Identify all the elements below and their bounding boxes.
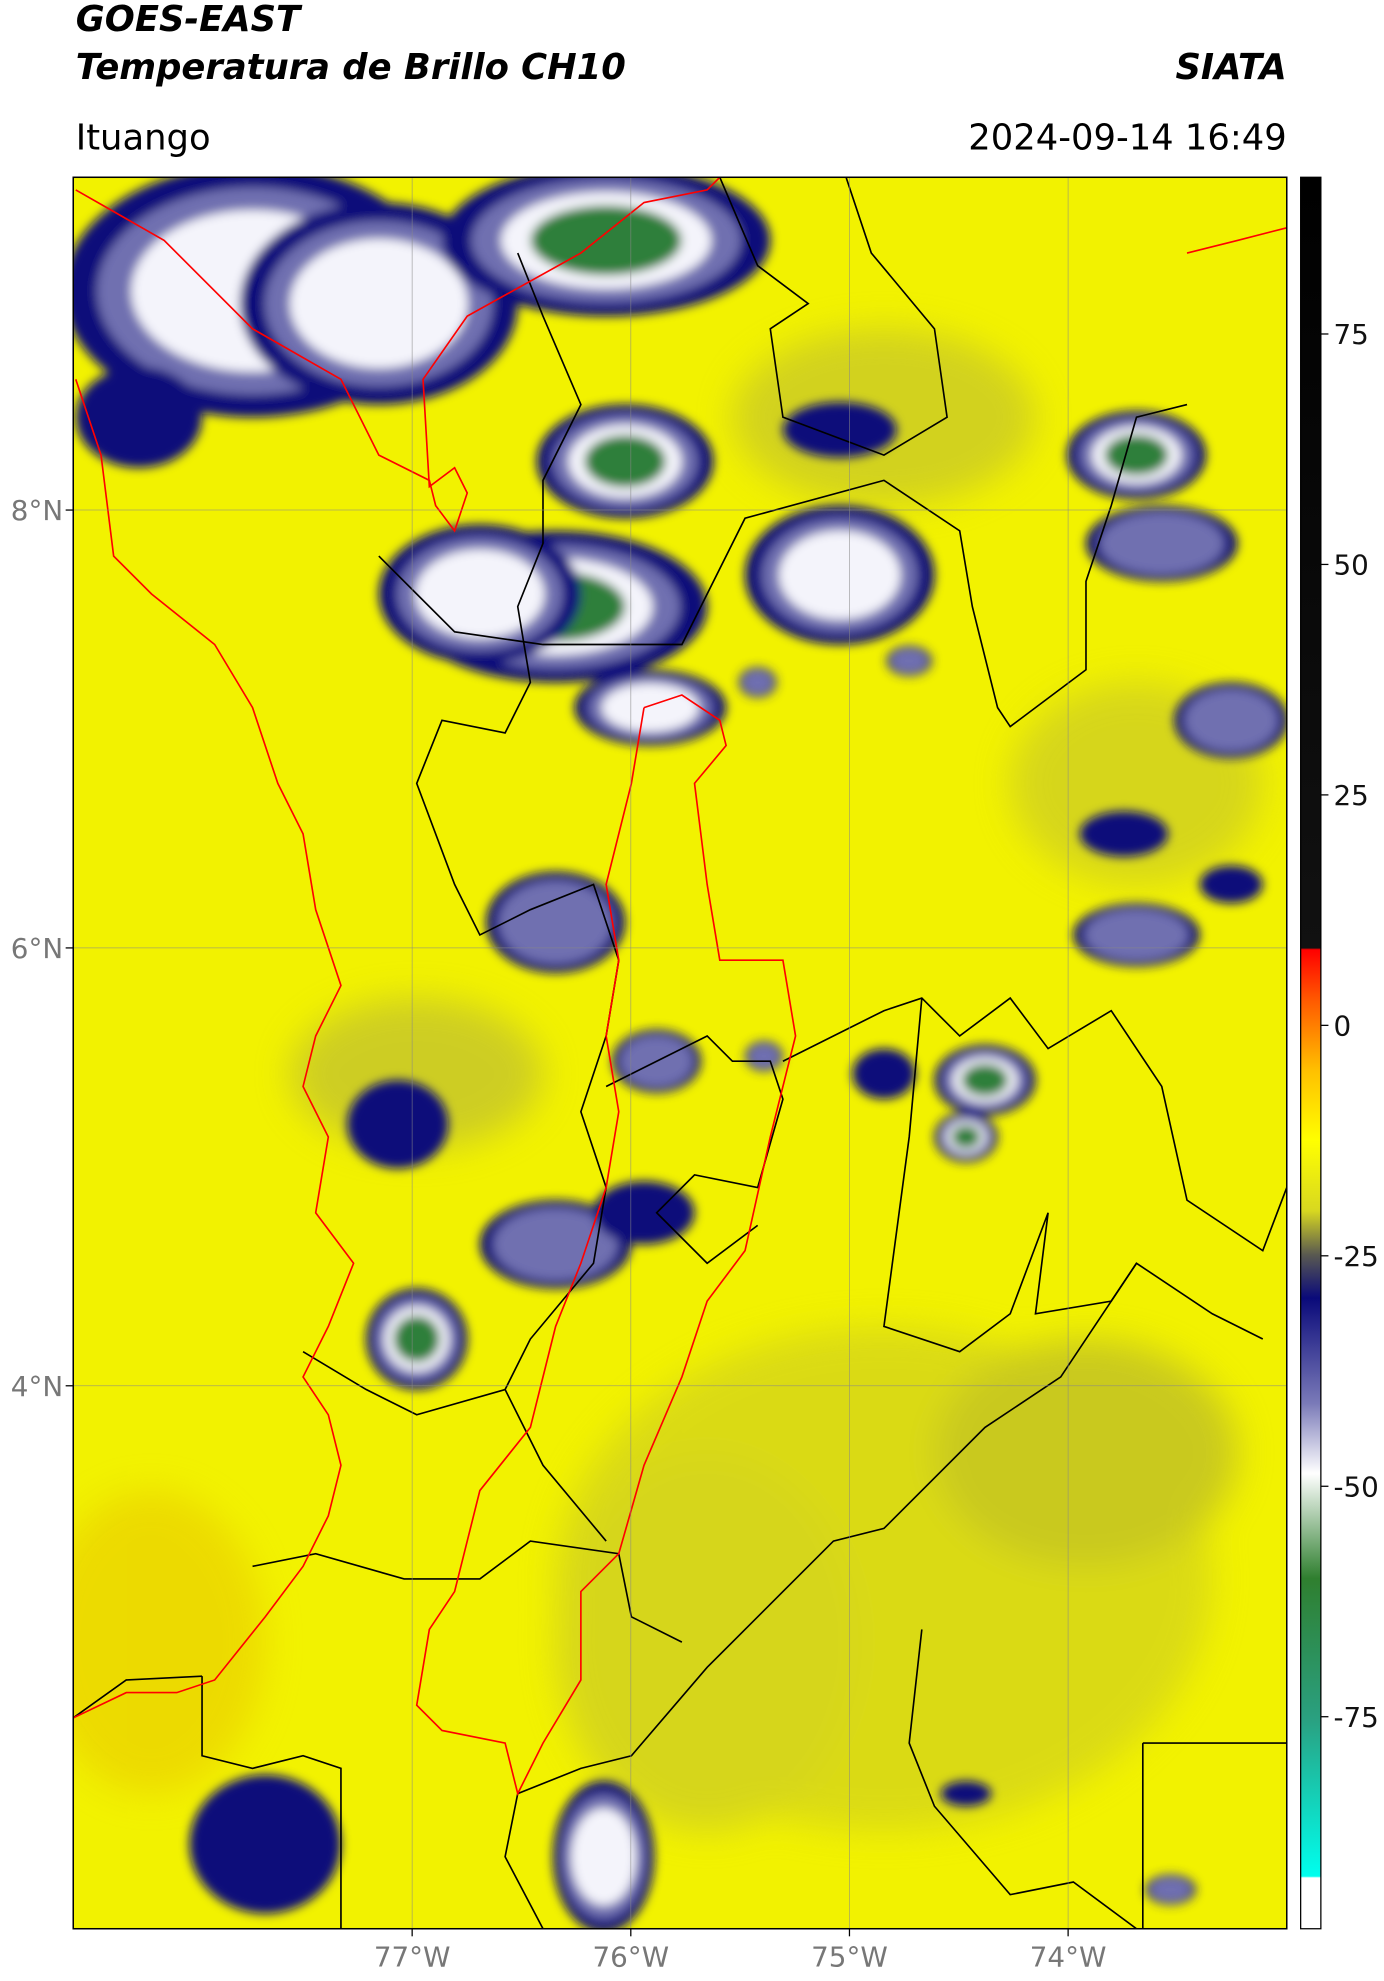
cloud [951, 1125, 981, 1149]
cloud [779, 530, 901, 620]
cloud [415, 549, 545, 639]
cloud [748, 1043, 780, 1069]
cloud [890, 648, 928, 674]
cloud [1104, 434, 1169, 476]
title-line2: Temperatura de Brillo CH10 [76, 47, 626, 88]
colorbar-tick-label: -75 [1333, 1701, 1378, 1734]
graticule [73, 177, 1287, 1929]
cloud [601, 683, 699, 732]
cloud [593, 1181, 695, 1245]
borders [73, 177, 1287, 1929]
cloud [742, 669, 774, 695]
admin-borders [73, 177, 1287, 1796]
cloud [782, 402, 897, 458]
cloud [189, 1774, 341, 1914]
timestamp: 2024-09-14 16:49 [968, 117, 1287, 158]
cloud [961, 1063, 1009, 1097]
cloud [571, 1808, 636, 1906]
source: SIATA [1175, 47, 1286, 88]
cloud [347, 1080, 449, 1169]
cloud [1079, 811, 1169, 857]
haze [73, 328, 1263, 1832]
lon-tick-label: 75°W [811, 1941, 888, 1974]
lon-tick-label: 74°W [1030, 1941, 1107, 1974]
colorbar-tick-label: 25 [1333, 779, 1368, 812]
cloud [852, 1048, 916, 1100]
colorbar-tick-label: -50 [1333, 1470, 1378, 1503]
cloud [1084, 909, 1189, 961]
location: Ituango [76, 117, 211, 158]
cloud [1199, 865, 1263, 904]
colorbar-tick-label: -25 [1333, 1240, 1378, 1273]
cloud [584, 435, 666, 488]
cloud [1184, 689, 1278, 752]
cloud [1099, 512, 1224, 575]
lat-tick-label: 6°N [11, 932, 63, 965]
axes: 8°N 6°N 4°N 77°W 76°W 75°W 74°W 75 50 25 0 -25 -50 -7… [11, 318, 1379, 1974]
cloud [289, 238, 468, 369]
cloud [493, 1208, 618, 1281]
cloud [393, 1315, 440, 1363]
cloud [530, 205, 682, 276]
lon-tick-label: 77°W [374, 1941, 451, 1974]
colorbar-tick-label: 0 [1333, 1009, 1351, 1042]
cloud [1149, 1877, 1192, 1903]
lat-tick-label: 4°N [11, 1370, 63, 1403]
cloud [498, 880, 613, 964]
map [73, 177, 1287, 1929]
cloud [940, 1780, 992, 1807]
colorbar-tick-label: 50 [1333, 549, 1368, 582]
cloud [75, 366, 203, 468]
lon-tick-label: 76°W [592, 1941, 669, 1974]
map-frame [72, 176, 1288, 1930]
lat-tick-label: 8°N [11, 494, 63, 527]
title-line1: GOES-EAST [76, 0, 303, 40]
colorbar [1300, 176, 1322, 1930]
colorbar-tick-label: 75 [1333, 318, 1368, 351]
